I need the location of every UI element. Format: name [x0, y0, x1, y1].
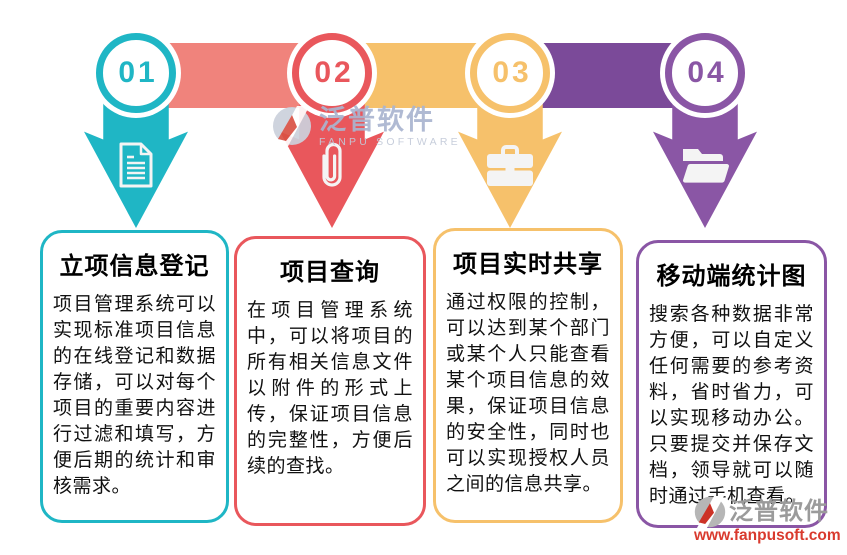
fanpu-logo-icon — [694, 496, 726, 528]
center-watermark-brand: 泛普软件 — [319, 105, 435, 135]
folder-icon — [683, 149, 729, 183]
step4-description: 搜索各种数据非常方便，可以自定义任何需要的参考资料，省时省力，可以实现移动办公。… — [649, 304, 814, 507]
corner-watermark-brand: 泛普软件 — [729, 498, 829, 525]
fanpu-logo-icon — [273, 106, 311, 146]
corner-watermark-url: www.fanpusoft.com — [694, 527, 841, 544]
step3-description: 通过权限的控制，可以达到某个部门或某个人只能查看某个项目信息的效果，保证项目信息… — [446, 292, 610, 495]
step4-number: 04 — [687, 56, 727, 89]
step4-card: 移动端统计图 搜索各种数据非常方便，可以自定义任何需要的参考资料，省时省力，可以… — [636, 240, 827, 528]
document-icon — [119, 142, 153, 188]
step3-number-badge: 03 — [470, 33, 550, 113]
center-watermark-subtitle: FANPU SOFTWARE — [319, 136, 461, 148]
step3-number: 03 — [492, 56, 532, 89]
step4-title: 移动端统计图 — [656, 263, 807, 290]
center-watermark: 泛普软件 FANPU SOFTWARE — [272, 106, 461, 148]
step3-card: 项目实时共享 通过权限的控制，可以达到某个部门或某个人只能查看某个项目信息的效果… — [433, 228, 623, 523]
step2-title: 项目查询 — [280, 259, 380, 286]
step1-number-badge: 01 — [96, 33, 176, 113]
step2-number-badge: 02 — [292, 33, 372, 113]
step2-description: 在项目管理系统中，可以将项目的所有相关信息文件以附件的形式上传，保证项目信息的完… — [247, 300, 413, 477]
step2-card: 项目查询 在项目管理系统中，可以将项目的所有相关信息文件以附件的形式上传，保证项… — [234, 236, 426, 526]
step3-title: 项目实时共享 — [453, 251, 603, 278]
corner-watermark: 泛普软件 www.fanpusoft.com — [694, 496, 841, 545]
step2-number: 02 — [314, 56, 354, 89]
step1-card: 立项信息登记 项目管理系统可以实现标准项目信息的在线登记和数据存储，可以对每个项… — [40, 230, 229, 523]
paperclip-icon — [322, 142, 342, 187]
briefcase-icon — [487, 145, 533, 186]
step1-title: 立项信息登记 — [59, 253, 210, 280]
step1-description: 项目管理系统可以实现标准项目信息的在线登记和数据存储，可以对每个项目的重要内容进… — [53, 294, 216, 497]
step1-number: 01 — [118, 56, 158, 89]
step4-number-badge: 04 — [665, 33, 745, 113]
